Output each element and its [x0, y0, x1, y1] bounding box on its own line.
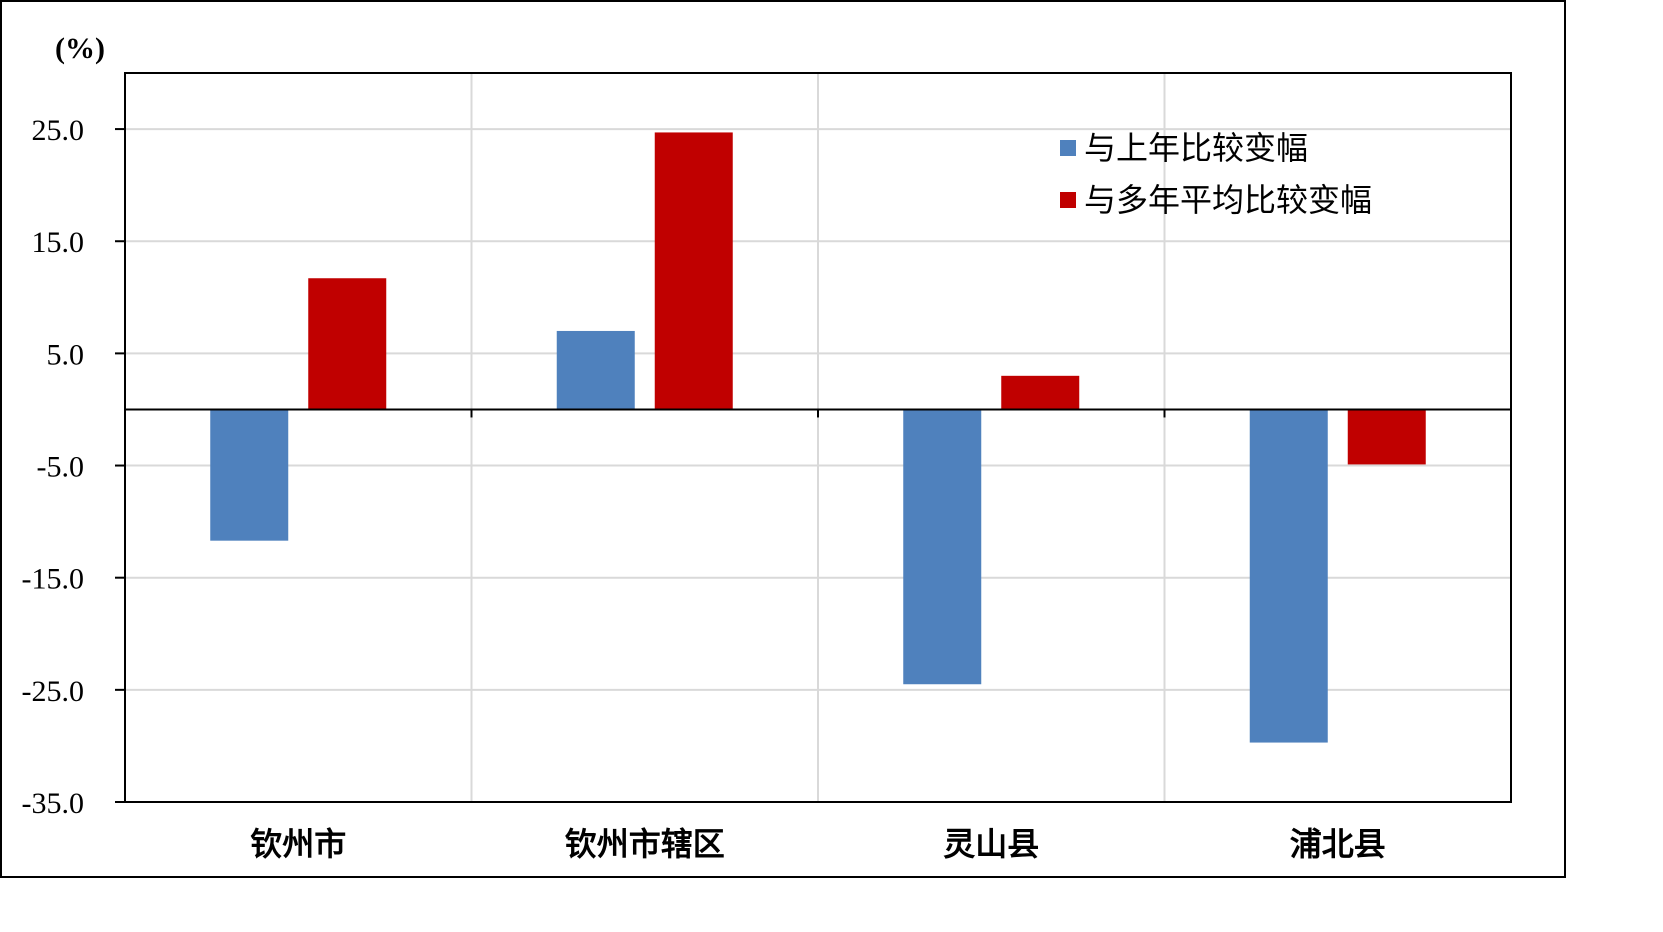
- legend-swatch: [1060, 192, 1076, 208]
- legend-label: 与多年平均比较变幅: [1084, 181, 1372, 219]
- y-axis-unit-label: (%): [55, 32, 105, 65]
- bars: [210, 132, 1426, 743]
- y-tick-label: 5.0: [47, 338, 85, 371]
- plot-area-border: [124, 72, 1512, 803]
- axes: [124, 72, 1512, 803]
- bar-yoy-2: [903, 409, 982, 685]
- legend-swatch: [1060, 140, 1076, 156]
- category-label: 钦州市辖区: [565, 825, 725, 863]
- y-tick-label: 15.0: [32, 226, 85, 259]
- bar-yoy-1: [556, 330, 635, 410]
- y-axis-ticks: 25.0 15.0 5.0 -5.0 -15.0 -25.0 -35.0: [22, 114, 125, 820]
- bar-avg-3: [1347, 409, 1426, 465]
- bar-yoy-0: [210, 409, 289, 541]
- y-tick-label: -5.0: [37, 451, 85, 484]
- y-tick-label: -15.0: [22, 563, 85, 596]
- bar-avg-0: [308, 278, 387, 410]
- bar-chart: 25.0 15.0 5.0 -5.0 -15.0 -25.0 -35.0 钦州市 钦州市辖区 灵…: [22, 32, 1512, 863]
- bar-avg-1: [654, 132, 733, 410]
- category-label: 浦北县: [1290, 825, 1386, 863]
- legend-label: 与上年比较变幅: [1084, 129, 1308, 167]
- y-tick-label: -35.0: [22, 787, 85, 820]
- category-label: 钦州市: [250, 825, 346, 863]
- y-tick-label: -25.0: [22, 675, 85, 708]
- bar-avg-2: [1001, 375, 1080, 410]
- category-label: 灵山县: [943, 825, 1039, 863]
- bar-yoy-3: [1249, 409, 1328, 743]
- y-tick-label: 25.0: [32, 114, 85, 147]
- x-axis-categories: 钦州市 钦州市辖区 灵山县 浦北县: [250, 825, 1386, 863]
